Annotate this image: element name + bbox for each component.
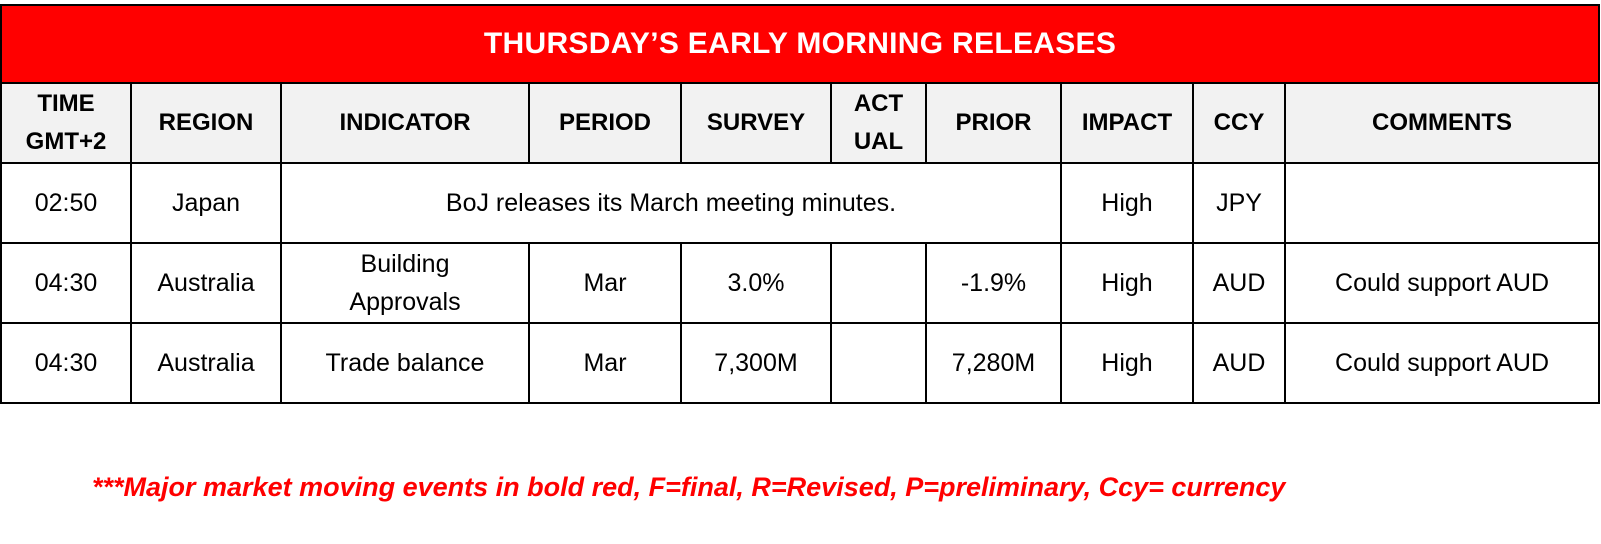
header-comments: COMMENTS <box>1283 82 1601 164</box>
header-actual: ACT UAL <box>830 82 927 164</box>
cell-ccy: AUD <box>1192 322 1286 404</box>
header-actual-line1: ACT <box>853 90 904 117</box>
header-impact: IMPACT <box>1060 82 1194 164</box>
releases-table: THURSDAY’S EARLY MORNING RELEASES TIME G… <box>0 4 1601 404</box>
cell-merged-description: BoJ releases its March meeting minutes. <box>280 162 1062 244</box>
cell-prior: 7,280M <box>925 322 1062 404</box>
cell-impact: High <box>1060 162 1194 244</box>
header-actual-line2: UAL <box>853 128 904 155</box>
cell-comments: Could support AUD <box>1283 242 1601 324</box>
cell-indicator: Building Approvals <box>280 242 530 324</box>
legend-footnote: ***Major market moving events in bold re… <box>92 472 1286 502</box>
cell-region: Japan <box>130 162 282 244</box>
table-row: 02:50 Japan BoJ releases its March meeti… <box>0 162 1601 244</box>
cell-indicator-line2: Approvals <box>349 288 461 316</box>
cell-time: 02:50 <box>0 162 132 244</box>
cell-comments <box>1283 162 1601 244</box>
cell-period: Mar <box>528 242 682 324</box>
header-time: TIME GMT+2 <box>0 82 132 164</box>
table-row: 04:30 Australia Trade balance Mar 7,300M… <box>0 322 1601 404</box>
header-period: PERIOD <box>528 82 682 164</box>
title-row: THURSDAY’S EARLY MORNING RELEASES <box>0 4 1601 84</box>
header-row: TIME GMT+2 REGION INDICATOR PERIOD SURVE… <box>0 82 1601 164</box>
cell-actual <box>830 322 927 404</box>
table-title: THURSDAY’S EARLY MORNING RELEASES <box>0 4 1601 84</box>
cell-time: 04:30 <box>0 242 132 324</box>
cell-time: 04:30 <box>0 322 132 404</box>
cell-indicator-line1: Building <box>360 250 450 278</box>
cell-impact: High <box>1060 322 1194 404</box>
header-prior: PRIOR <box>925 82 1062 164</box>
cell-ccy: JPY <box>1192 162 1286 244</box>
header-time-line1: TIME <box>37 90 95 117</box>
header-region: REGION <box>130 82 282 164</box>
cell-impact: High <box>1060 242 1194 324</box>
cell-region: Australia <box>130 242 282 324</box>
releases-calendar: THURSDAY’S EARLY MORNING RELEASES TIME G… <box>0 4 1601 404</box>
header-ccy: CCY <box>1192 82 1286 164</box>
header-time-line2: GMT+2 <box>25 128 107 155</box>
header-survey: SURVEY <box>680 82 832 164</box>
cell-indicator: Trade balance <box>280 322 530 404</box>
cell-survey: 3.0% <box>680 242 832 324</box>
table-row: 04:30 Australia Building Approvals Mar 3… <box>0 242 1601 324</box>
cell-actual <box>830 242 927 324</box>
cell-period: Mar <box>528 322 682 404</box>
cell-survey: 7,300M <box>680 322 832 404</box>
cell-region: Australia <box>130 322 282 404</box>
cell-comments: Could support AUD <box>1283 322 1601 404</box>
cell-prior: -1.9% <box>925 242 1062 324</box>
header-indicator: INDICATOR <box>280 82 530 164</box>
cell-ccy: AUD <box>1192 242 1286 324</box>
